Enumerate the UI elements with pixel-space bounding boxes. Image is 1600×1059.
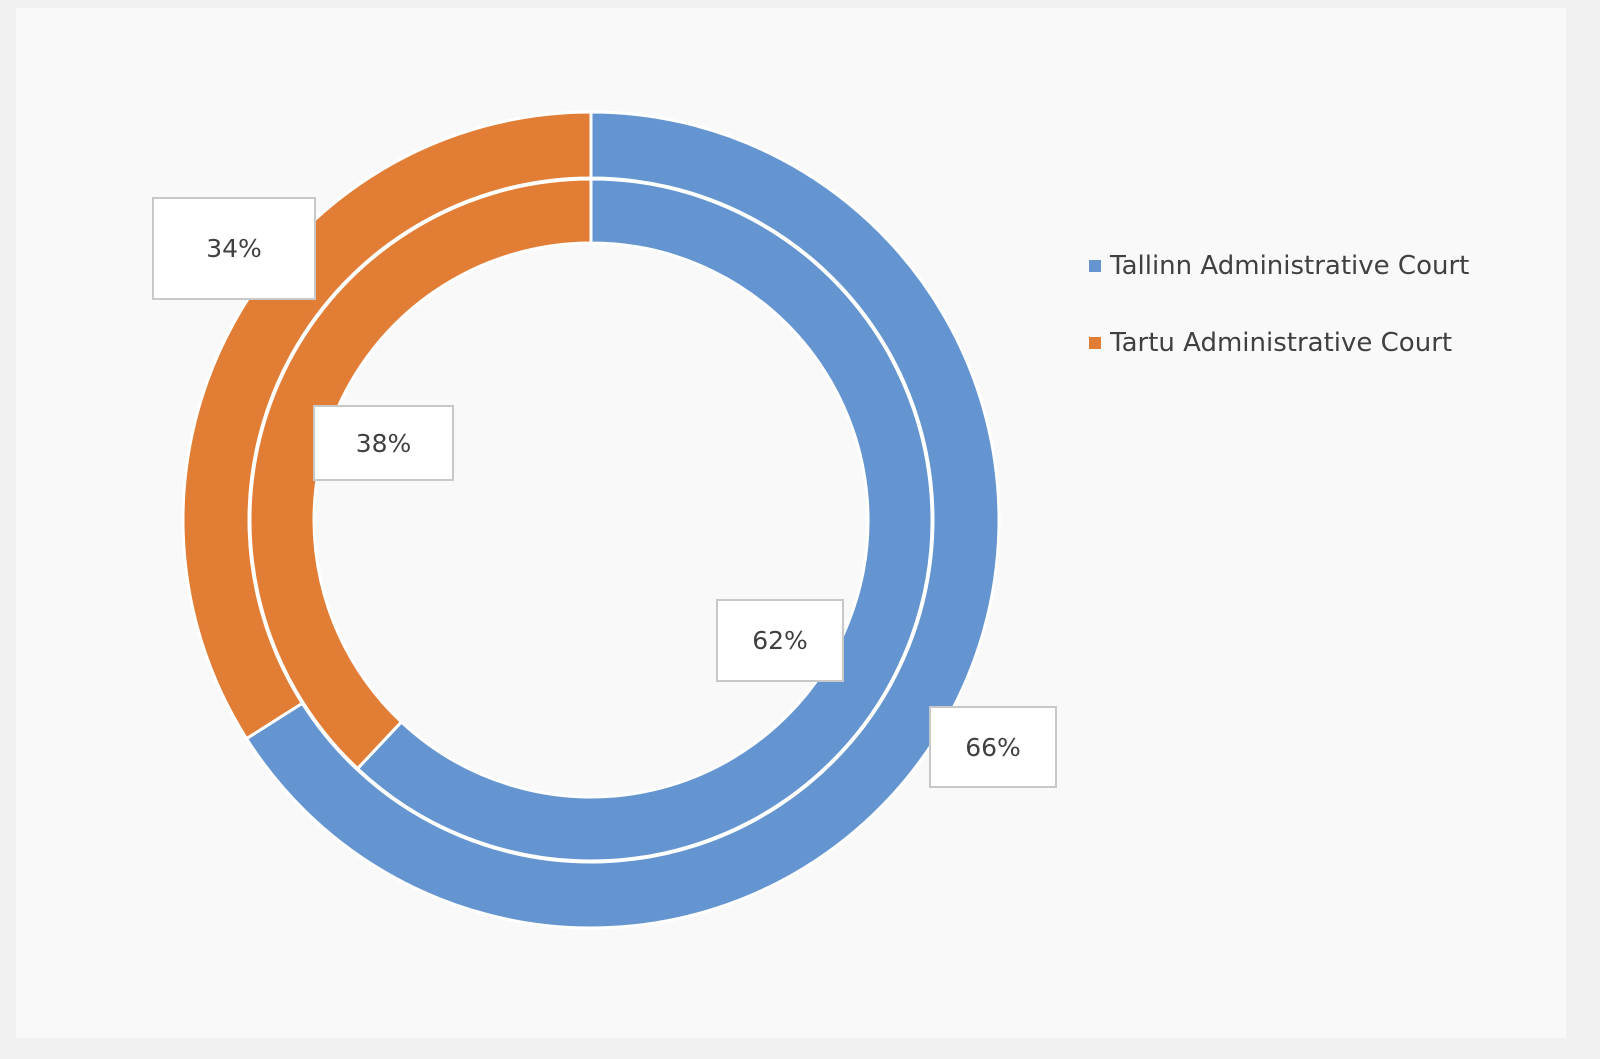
inner-ring (248, 177, 934, 863)
inner-slice-tallinn (355, 177, 934, 863)
data-label-outer-tallinn: 66% (929, 706, 1057, 788)
legend: Tallinn Administrative Court Tartu Admin… (1089, 246, 1469, 400)
doughnut-chart (181, 110, 1001, 930)
legend-label-tartu: Tartu Administrative Court (1110, 328, 1453, 358)
chart-area: 66% 34% 62% 38% Tallinn Administrative C… (16, 8, 1566, 1038)
data-label-inner-tartu: 38% (313, 405, 454, 481)
data-label-outer-tartu: 34% (152, 197, 316, 300)
legend-item-tallinn: Tallinn Administrative Court (1089, 246, 1469, 286)
legend-swatch-tallinn (1089, 260, 1101, 272)
legend-swatch-tartu (1089, 337, 1101, 349)
legend-item-tartu: Tartu Administrative Court (1089, 323, 1469, 363)
inner-slice-tartu (248, 177, 593, 771)
legend-label-tallinn: Tallinn Administrative Court (1110, 251, 1470, 281)
data-label-inner-tallinn: 62% (716, 599, 844, 682)
